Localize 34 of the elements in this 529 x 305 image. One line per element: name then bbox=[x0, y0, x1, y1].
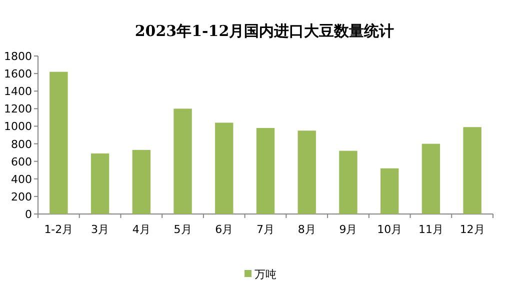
bar bbox=[422, 144, 440, 214]
x-tick-label: 5月 bbox=[174, 223, 192, 236]
y-tick-label: 600 bbox=[11, 155, 32, 168]
x-tick-label: 10月 bbox=[377, 223, 402, 236]
y-tick-label: 1200 bbox=[4, 102, 32, 116]
bar bbox=[380, 168, 399, 214]
bar bbox=[215, 122, 234, 214]
bar bbox=[50, 72, 68, 214]
x-tick-label: 12月 bbox=[460, 223, 485, 236]
y-tick-label: 1400 bbox=[4, 85, 32, 98]
bar bbox=[463, 127, 482, 214]
bar bbox=[132, 150, 151, 214]
bar bbox=[256, 128, 275, 214]
chart-title: 2023年1-12月国内进口大豆数量统计 bbox=[134, 22, 394, 40]
y-tick-label: 1600 bbox=[4, 68, 32, 81]
x-tick-label: 3月 bbox=[91, 223, 110, 236]
x-tick-label: 11月 bbox=[418, 223, 444, 236]
x-tick-label: 1-2月 bbox=[44, 223, 74, 236]
bar bbox=[174, 108, 192, 214]
y-tick-label: 1000 bbox=[4, 120, 32, 134]
y-tick-label: 200 bbox=[11, 190, 32, 204]
y-tick-label: 400 bbox=[11, 172, 32, 186]
x-tick-label: 9月 bbox=[339, 223, 358, 236]
x-tick-label: 8月 bbox=[298, 223, 316, 236]
x-tick-label: 6月 bbox=[215, 223, 234, 236]
x-tick-label: 7月 bbox=[256, 223, 274, 236]
y-tick-label: 0 bbox=[25, 208, 32, 221]
x-tick-label: 4月 bbox=[132, 223, 150, 236]
bar bbox=[298, 130, 316, 214]
bar bbox=[339, 150, 358, 214]
y-tick-label: 1800 bbox=[4, 50, 32, 63]
bar bbox=[90, 153, 110, 214]
legend-label: 万吨 bbox=[254, 268, 276, 281]
y-tick-label: 800 bbox=[11, 138, 32, 151]
